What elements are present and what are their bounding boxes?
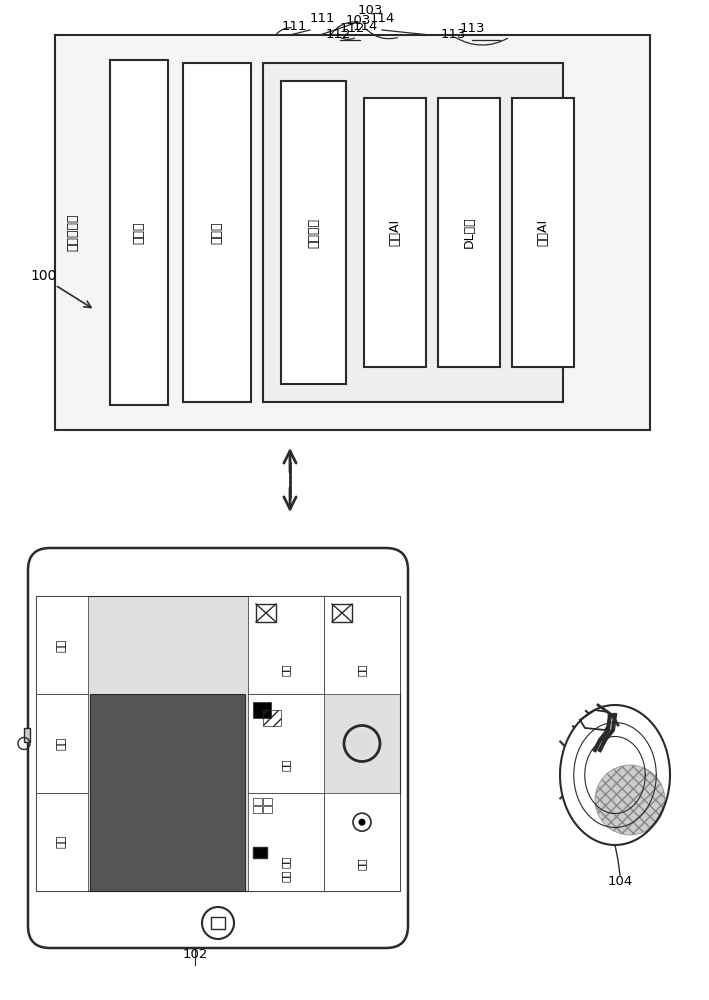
Text: 113: 113 <box>440 28 466 41</box>
Bar <box>256 604 276 622</box>
Text: 100: 100 <box>30 269 57 283</box>
Bar <box>253 798 262 805</box>
Circle shape <box>595 765 665 835</box>
Polygon shape <box>580 710 610 730</box>
Bar <box>36 694 88 793</box>
Text: DL模块: DL模块 <box>462 217 476 248</box>
Text: 模式: 模式 <box>357 664 367 676</box>
Circle shape <box>350 732 374 756</box>
Text: 计算机系统: 计算机系统 <box>67 214 79 251</box>
Bar <box>248 694 324 793</box>
Text: 114: 114 <box>370 12 396 25</box>
Bar <box>248 596 324 694</box>
Text: 112: 112 <box>340 22 366 35</box>
Bar <box>364 98 426 367</box>
Bar <box>36 596 400 891</box>
Text: 基部: 基部 <box>281 759 291 771</box>
Text: 存储器: 存储器 <box>211 221 223 244</box>
Bar <box>263 710 281 726</box>
Bar <box>324 793 400 891</box>
Text: 111: 111 <box>310 12 335 25</box>
Text: 装饰: 装饰 <box>281 664 291 676</box>
Bar <box>253 847 267 858</box>
Bar <box>263 63 563 402</box>
Text: 102: 102 <box>182 948 208 961</box>
Text: 112: 112 <box>325 28 351 41</box>
Bar <box>211 917 225 929</box>
Text: 超声AI: 超声AI <box>537 219 549 246</box>
Bar <box>110 60 168 405</box>
Text: 视频AI: 视频AI <box>389 219 401 246</box>
Text: 边框: 边框 <box>281 855 291 868</box>
Bar <box>183 63 251 402</box>
Text: 取消: 取消 <box>57 835 67 848</box>
Text: 处理器: 处理器 <box>133 221 145 244</box>
Text: 111: 111 <box>281 20 307 33</box>
Polygon shape <box>560 705 670 845</box>
Bar <box>55 35 650 430</box>
Bar <box>36 596 88 694</box>
Bar <box>248 793 324 891</box>
Text: 113: 113 <box>460 22 486 35</box>
Bar <box>253 806 262 813</box>
Circle shape <box>359 819 366 826</box>
Text: 104: 104 <box>608 875 632 888</box>
Bar <box>438 98 500 367</box>
FancyBboxPatch shape <box>28 548 408 948</box>
Bar <box>90 694 245 891</box>
Bar <box>332 604 352 622</box>
Text: 编辑: 编辑 <box>57 737 67 750</box>
Bar <box>253 702 271 718</box>
Text: 103: 103 <box>345 14 371 27</box>
Text: 完成: 完成 <box>57 639 67 652</box>
Bar <box>263 798 272 805</box>
Text: 图谱模块: 图谱模块 <box>307 218 320 247</box>
Text: 布局: 布局 <box>281 870 291 882</box>
Text: 颜色: 颜色 <box>357 857 367 870</box>
Bar <box>324 596 400 694</box>
Bar <box>512 98 574 367</box>
Bar <box>281 81 346 384</box>
Bar <box>36 793 88 891</box>
Bar <box>24 728 30 742</box>
Bar <box>263 806 272 813</box>
Text: 103: 103 <box>358 4 384 17</box>
Text: 114: 114 <box>352 20 378 33</box>
